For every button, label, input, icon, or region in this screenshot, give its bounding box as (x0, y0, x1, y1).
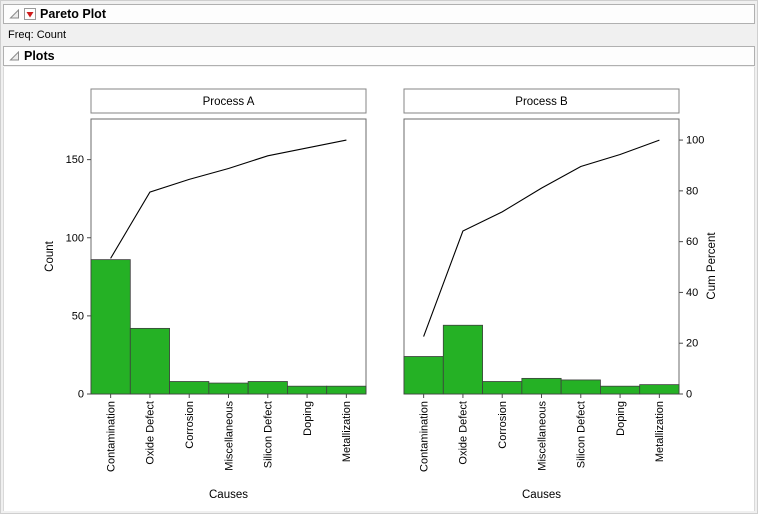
disclosure-triangle-icon[interactable] (9, 50, 20, 62)
pareto-bar-corrosion[interactable] (169, 381, 210, 395)
pareto-bar-metallization[interactable] (639, 384, 680, 395)
report-title: Pareto Plot (40, 7, 106, 21)
right-tick-label: 0 (686, 389, 692, 401)
red-triangle-menu-icon[interactable] (24, 8, 36, 20)
plots-outline-header[interactable]: Plots (3, 46, 755, 66)
plots-title: Plots (24, 49, 55, 63)
left-axis-label: Count (44, 240, 56, 271)
pareto-bar-silicon-defect[interactable] (247, 381, 288, 395)
x-tick-label-miscellaneous: Miscellaneous (536, 401, 548, 471)
pareto-bar-doping[interactable] (600, 385, 641, 395)
x-tick-label-oxide-defect: Oxide Defect (458, 401, 470, 465)
pareto-bar-oxide-defect[interactable] (442, 324, 483, 395)
panel-title-box (90, 88, 367, 114)
right-tick-label: 80 (686, 185, 698, 197)
left-tick-label: 50 (72, 310, 84, 322)
pareto-bar-metallization[interactable] (326, 385, 367, 395)
right-tick-label: 20 (686, 338, 698, 350)
panel-title: Process B (515, 96, 568, 108)
pareto-charts-svg: Process A Contamination Oxide Defect Corros… (44, 88, 718, 501)
panel-title: Process A (203, 96, 255, 108)
pareto-bar-silicon-defect[interactable] (560, 379, 601, 395)
pareto-bar-doping[interactable] (287, 385, 328, 395)
pareto-panel-process-a: Process A Contamination Oxide Defect Corros… (90, 88, 367, 501)
pareto-bar-contamination[interactable] (90, 259, 131, 395)
right-axis-label: Cum Percent (706, 232, 718, 300)
freq-label: Freq: Count (8, 29, 67, 41)
x-tick-label-corrosion: Corrosion (184, 401, 196, 449)
x-tick-label-contamination: Contamination (418, 401, 430, 472)
pareto-panel-process-b: Process B Contamination Oxide Defect Corros… (403, 88, 680, 501)
left-tick-label: 0 (78, 389, 84, 401)
right-tick-label: 100 (686, 135, 704, 147)
x-tick-label-contamination: Contamination (105, 401, 117, 472)
x-tick-label-doping: Doping (302, 401, 314, 436)
pareto-bar-contamination[interactable] (403, 356, 444, 395)
cumulative-percent-line (110, 139, 347, 259)
x-tick-label-metallization: Metallization (654, 401, 666, 462)
x-tick-label-miscellaneous: Miscellaneous (223, 401, 235, 471)
pareto-bar-miscellaneous[interactable] (208, 382, 249, 395)
x-axis-label: Causes (522, 489, 561, 501)
x-tick-label-silicon-defect: Silicon Defect (263, 401, 275, 468)
x-tick-label-oxide-defect: Oxide Defect (145, 401, 157, 465)
shared-axes: 0 50 100 150 Count 0 20 40 60 80 100 Cum Percent (44, 135, 718, 401)
x-tick-label-corrosion: Corrosion (497, 401, 509, 449)
x-tick-label-silicon-defect: Silicon Defect (576, 401, 588, 468)
left-tick-label: 150 (66, 154, 84, 166)
panel-title-box (403, 88, 680, 114)
pareto-bar-oxide-defect[interactable] (129, 327, 170, 395)
pareto-bar-miscellaneous[interactable] (521, 377, 562, 395)
pareto-bar-corrosion[interactable] (482, 381, 523, 395)
left-tick-label: 100 (66, 232, 84, 244)
report-outline-header[interactable]: Pareto Plot (3, 4, 755, 24)
disclosure-triangle-icon[interactable] (9, 8, 20, 20)
x-axis-label: Causes (209, 489, 248, 501)
cumulative-percent-line (423, 139, 660, 337)
right-tick-label: 60 (686, 236, 698, 248)
x-tick-label-metallization: Metallization (341, 401, 353, 462)
right-tick-label: 40 (686, 287, 698, 299)
x-tick-label-doping: Doping (615, 401, 627, 436)
